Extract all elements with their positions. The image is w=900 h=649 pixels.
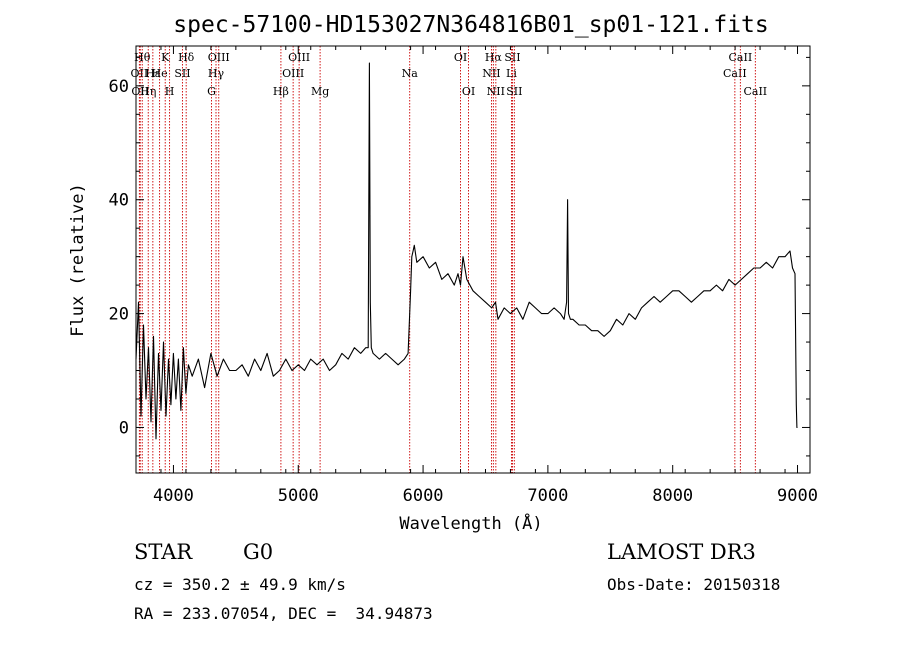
marker-label-17: Na xyxy=(402,67,419,80)
x-tick-label-2: 6000 xyxy=(403,486,444,506)
object-type: STAR xyxy=(134,540,193,564)
marker-label-10: G xyxy=(207,85,216,98)
marker-label-24: SII xyxy=(504,51,520,64)
marker-label-22: NII xyxy=(487,85,505,98)
marker-label-9: Hδ xyxy=(178,51,195,64)
x-tick-label-5: 9000 xyxy=(777,486,818,506)
marker-label-13: Hβ xyxy=(273,85,289,98)
marker-label-27: CaII xyxy=(729,51,753,64)
spectral-subclass: G0 xyxy=(243,540,274,564)
marker-label-12: OIII xyxy=(208,51,230,64)
x-axis: 4000 5000 6000 7000 8000 9000 xyxy=(135,46,818,506)
x-tick-label-0: 4000 xyxy=(153,486,194,506)
y-tick-label-1: 20 xyxy=(109,305,129,325)
spectrum-line-0 xyxy=(135,62,798,440)
marker-label-25: SII xyxy=(506,85,522,98)
x-axis-label: Wavelength (Å) xyxy=(399,512,542,534)
x-tick-label-4: 8000 xyxy=(652,486,693,506)
marker-label-11: Hγ xyxy=(208,67,225,80)
marker-label-3: Hη xyxy=(140,85,156,98)
x-tick-label-1: 5000 xyxy=(278,486,319,506)
marker-label-20: NII xyxy=(482,67,500,80)
marker-label-14: OIII xyxy=(282,67,304,80)
marker-label-19: OI xyxy=(462,85,475,98)
marker-label-21: Hα xyxy=(485,51,503,64)
redshift-cz: cz = 350.2 ± 49.9 km/s xyxy=(134,575,346,594)
marker-label-16: Mg xyxy=(311,85,329,98)
x-tick-label-3: 7000 xyxy=(527,486,568,506)
marker-label-4: Hε xyxy=(145,67,161,80)
ra-dec-coordinates: RA = 233.07054, DEC = 34.94873 xyxy=(134,604,433,623)
y-tick-label-0: 0 xyxy=(119,418,129,438)
y-axis: 0 20 40 60 xyxy=(109,56,810,457)
spectrum-series xyxy=(135,62,798,440)
spectral-line-markers: OIIOIIHθHηHεHeKHSIIHδGHγOIIIHβOIIIOIIIMg… xyxy=(131,46,767,473)
observation-date: Obs-Date: 20150318 xyxy=(607,575,781,594)
marker-label-26: CaII xyxy=(723,67,747,80)
marker-label-15: OIII xyxy=(288,51,310,64)
chart-title: spec-57100-HD153027N364816B01_sp01-121.f… xyxy=(173,12,768,38)
y-tick-label-3: 60 xyxy=(109,77,129,97)
marker-label-2: Hθ xyxy=(134,51,151,64)
survey-name: LAMOST DR3 xyxy=(607,540,756,564)
marker-label-5: He xyxy=(152,67,168,80)
marker-label-28: CaII xyxy=(743,85,767,98)
plot-frame xyxy=(135,45,811,474)
y-tick-label-2: 40 xyxy=(109,191,129,211)
marker-label-6: K xyxy=(161,51,170,64)
marker-label-0: OII xyxy=(131,67,149,80)
y-axis-label: Flux (relative) xyxy=(68,183,88,337)
marker-label-23: Li xyxy=(506,67,517,80)
marker-label-7: H xyxy=(165,85,175,98)
marker-label-8: SII xyxy=(174,67,190,80)
marker-label-18: OI xyxy=(454,51,467,64)
